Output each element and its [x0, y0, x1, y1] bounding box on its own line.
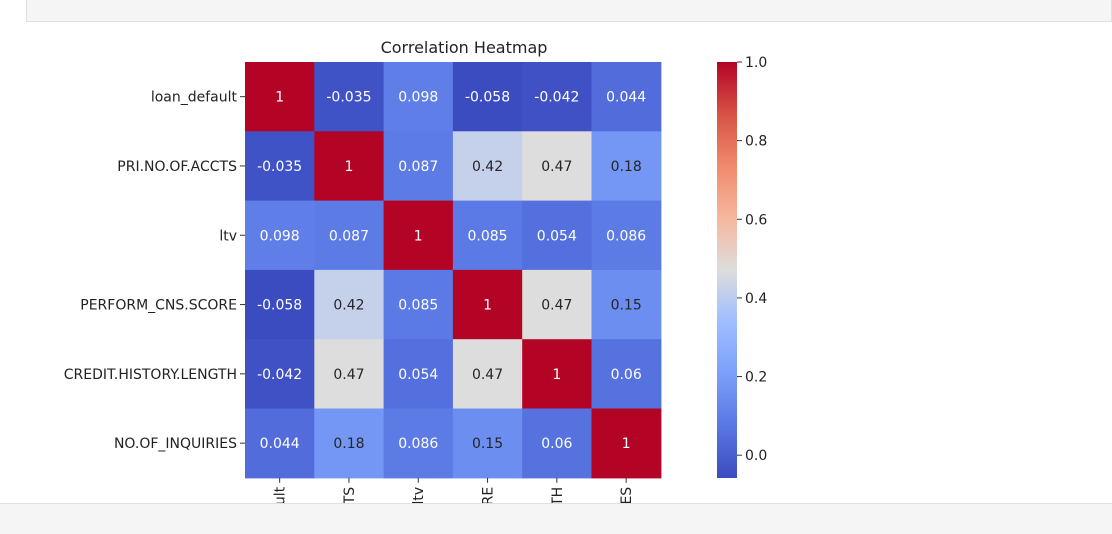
row-label: loan_default: [151, 90, 238, 106]
colorbar-tick-label: 0.8: [745, 134, 767, 150]
cell-annotation: -0.042: [257, 367, 302, 383]
heatmap-cell: [383, 269, 454, 340]
cell-annotation: 0.15: [472, 436, 503, 452]
heatmap-cell: [245, 200, 315, 271]
heatmap-cell: [383, 408, 454, 479]
cell-annotation: 0.098: [260, 228, 300, 244]
heatmap-cell: [383, 131, 454, 202]
cell-annotation: 0.044: [260, 436, 300, 452]
heatmap-cell: [314, 131, 385, 202]
row-label: NO.OF_INQUIRIES: [114, 436, 237, 452]
cell-annotation: 0.42: [472, 159, 503, 175]
colorbar-tick-label: 0.6: [745, 212, 767, 228]
cell-annotation: 1: [622, 436, 631, 452]
chart-title: Correlation Heatmap: [381, 38, 548, 57]
heatmap-cell: [591, 408, 662, 479]
colorbar-gradient: [717, 62, 737, 478]
heatmap-cell: [591, 62, 662, 132]
cell-annotation: -0.042: [534, 90, 579, 106]
heatmap-cell: [522, 408, 593, 479]
heatmap-cell: [522, 62, 593, 132]
heatmap-cell: [591, 131, 662, 202]
row-label: ltv: [219, 228, 237, 244]
cell-annotation: -0.035: [257, 159, 302, 175]
heatmap-cell: [452, 131, 523, 202]
notebook-cell-bottom: [0, 503, 1112, 534]
cell-annotation: 0.06: [541, 436, 572, 452]
heatmap-cell: [245, 339, 315, 410]
cell-annotation: 0.47: [541, 298, 572, 314]
cell-annotation: 0.42: [333, 298, 364, 314]
cell-annotation: 0.47: [472, 367, 503, 383]
colorbar-tick-label: 1.0: [745, 55, 767, 71]
colorbar-tick-label: 0.2: [745, 370, 767, 386]
heatmap-cell: [245, 408, 315, 479]
cell-annotation: 0.47: [541, 159, 572, 175]
heatmap-cell: [522, 269, 593, 340]
cell-annotation: 0.086: [398, 436, 438, 452]
heatmap-cell: [522, 200, 593, 271]
heatmap-cell: [314, 200, 385, 271]
cell-annotation: 1: [483, 298, 492, 314]
cell-annotation: 1: [552, 367, 561, 383]
cell-annotation: 0.47: [333, 367, 364, 383]
cell-annotation: 1: [275, 90, 284, 106]
cell-annotation: -0.058: [465, 90, 510, 106]
heatmap-cell: [245, 131, 315, 202]
cell-annotation: 0.054: [398, 367, 438, 383]
cell-annotation: 0.085: [398, 298, 438, 314]
cell-annotation: 0.054: [537, 228, 577, 244]
cell-annotation: 1: [414, 228, 423, 244]
heatmap-cell: [522, 339, 593, 410]
heatmap-cell: [314, 339, 385, 410]
row-label: PRI.NO.OF.ACCTS: [117, 159, 237, 175]
heatmap-cell: [452, 408, 523, 479]
heatmap-cell: [383, 200, 454, 271]
heatmap-cell: [383, 62, 454, 132]
colorbar: 0.0 0.2 0.4 0.6 0.8 1.0: [717, 55, 767, 478]
column-label: ltv: [411, 487, 427, 505]
row-label: PERFORM_CNS.SCORE: [80, 298, 237, 314]
cell-annotation: 0.044: [606, 90, 646, 106]
heatmap-cell: [314, 269, 385, 340]
cell-annotation: 0.18: [611, 159, 642, 175]
heatmap-cell: [314, 62, 385, 132]
cell-annotation: -0.058: [257, 298, 302, 314]
cell-annotation: 0.087: [329, 228, 369, 244]
cell-annotation: 0.15: [611, 298, 642, 314]
cell-annotation: 0.06: [611, 367, 642, 383]
heatmap-cell: [452, 269, 523, 340]
cell-annotation: -0.035: [326, 90, 371, 106]
colorbar-tick-label: 0.0: [745, 448, 767, 464]
row-labels: loan_default PRI.NO.OF.ACCTS ltv PERFORM_CN…: [64, 90, 245, 452]
heatmap-cell: [314, 408, 385, 479]
heatmap-cell: [591, 200, 662, 271]
heatmap-cell: [452, 200, 523, 271]
cell-annotation: 0.086: [606, 228, 646, 244]
heatmap-cell: [245, 62, 315, 132]
cell-annotation: 0.087: [398, 159, 438, 175]
cell-annotation: 0.098: [398, 90, 438, 106]
cell-annotation: 1: [344, 159, 353, 175]
row-label: CREDIT.HISTORY.LENGTH: [64, 367, 237, 383]
heatmap-cell: [452, 339, 523, 410]
heatmap-cell: [245, 269, 315, 340]
heatmap-cells: 1 -0.035 0.098 -0.058 -0.042 0.044 -0.035 1 0.08…: [245, 62, 662, 479]
heatmap-cell: [383, 339, 454, 410]
heatmap-cell: [452, 62, 523, 132]
cell-annotation: 0.18: [333, 436, 364, 452]
cell-annotation: 0.085: [468, 228, 508, 244]
heatmap-cell: [522, 131, 593, 202]
heatmap-cell: [591, 269, 662, 340]
colorbar-tick-label: 0.4: [745, 291, 767, 307]
heatmap-cell: [591, 339, 662, 410]
